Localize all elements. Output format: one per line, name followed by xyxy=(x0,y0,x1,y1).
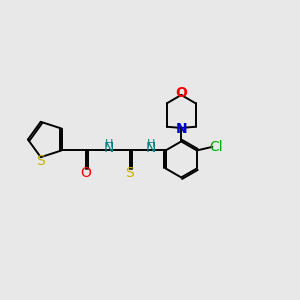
Text: N: N xyxy=(176,122,187,136)
Text: S: S xyxy=(36,154,44,168)
Text: N: N xyxy=(146,141,156,155)
Text: H: H xyxy=(104,139,113,149)
Text: O: O xyxy=(81,166,92,180)
Text: N: N xyxy=(103,141,114,155)
Text: O: O xyxy=(175,86,187,100)
Text: H: H xyxy=(146,139,155,149)
Text: S: S xyxy=(125,166,134,180)
Text: Cl: Cl xyxy=(209,140,223,154)
